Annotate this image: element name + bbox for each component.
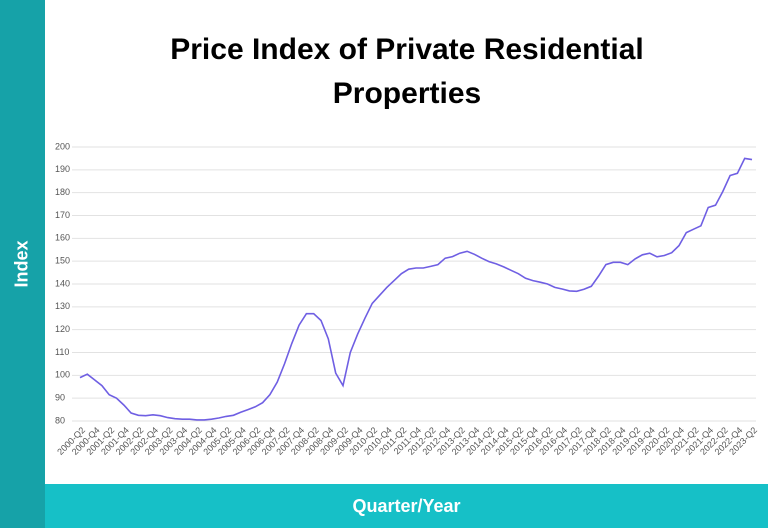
y-tick-label: 100 <box>55 370 70 380</box>
y-tick-label: 140 <box>55 278 70 288</box>
y-band <box>0 0 45 528</box>
y-tick-label: 180 <box>55 187 70 197</box>
y-tick-label: 90 <box>55 393 65 403</box>
y-tick-label: 130 <box>55 301 70 311</box>
y-tick-label: 110 <box>55 347 69 357</box>
line <box>79 157 753 421</box>
x-band <box>45 484 768 528</box>
y-tick-label: 120 <box>55 324 70 334</box>
y-tick-label: 80 <box>55 415 65 425</box>
x-axis-label: Quarter/Year <box>352 496 461 516</box>
chart-title: Price Index of Private Residential Prope… <box>170 33 644 110</box>
y-tick-label: 160 <box>55 233 70 243</box>
y-tick-label: 150 <box>55 256 70 266</box>
chart: 8090100110120130140150160170180190200200… <box>55 141 759 456</box>
y-tick-label: 170 <box>55 210 70 220</box>
y-tick-label: 200 <box>55 141 70 151</box>
y-tick-label: 190 <box>55 164 70 174</box>
